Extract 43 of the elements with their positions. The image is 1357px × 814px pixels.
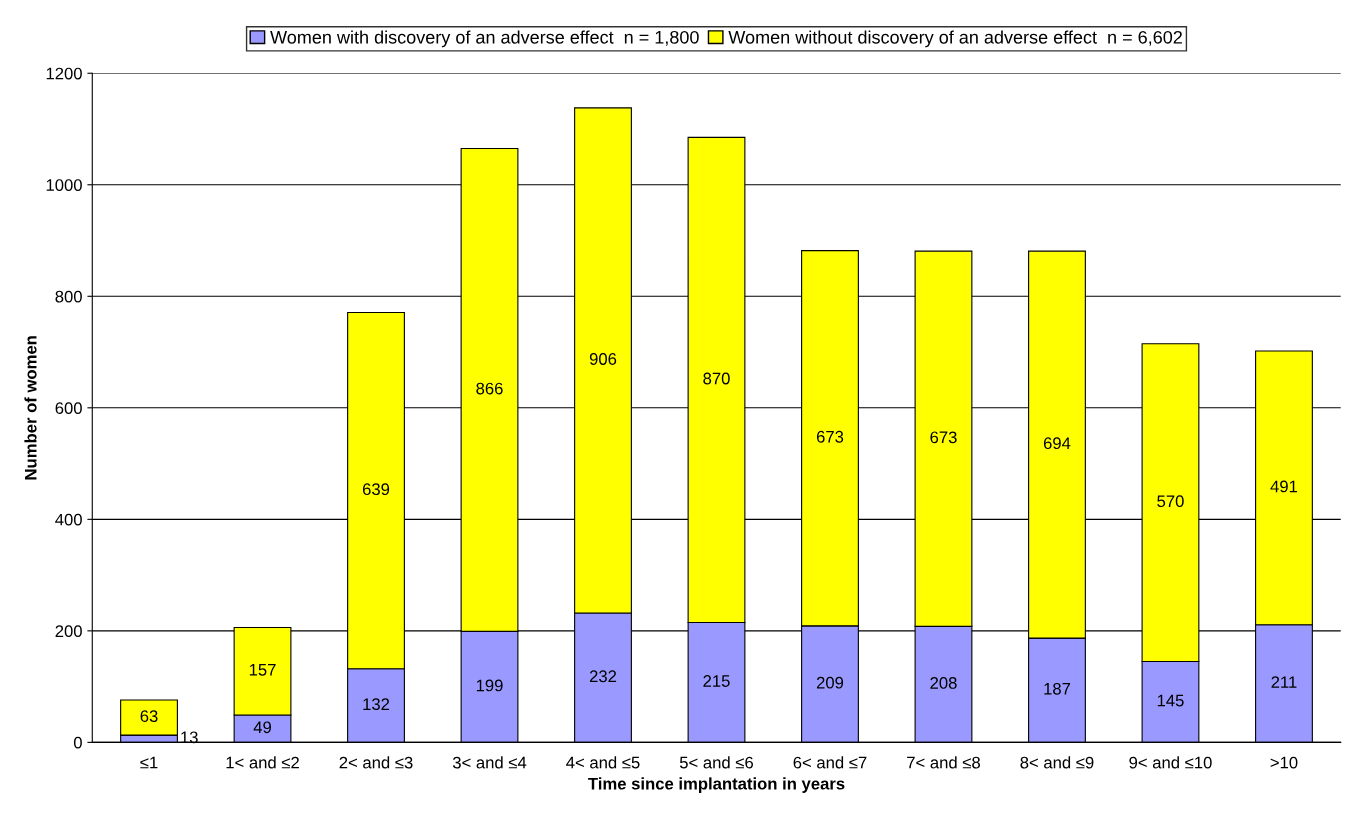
data-label: 215 [703,675,730,687]
x-tick-label: ≤1 [140,756,158,769]
y-tick-label: 1200 [46,67,82,80]
data-label: 145 [1157,694,1184,707]
legend-label: Women without discovery of an adverse effect n = 6,602 [728,30,1182,48]
y-tick-label: 0 [73,736,82,749]
data-label: 132 [363,698,390,711]
y-tick-label: 600 [55,402,82,415]
data-label: 187 [1044,682,1071,695]
x-tick-label: 8< and ≤9 [1020,756,1094,769]
x-tick-label: 3< and ≤4 [452,756,527,769]
data-label: 870 [703,372,730,385]
x-tick-label: 1< and ≤2 [226,756,299,769]
data-label: 211 [1271,676,1297,688]
data-label: 209 [816,676,844,689]
data-label: 673 [816,430,844,443]
data-label: 639 [362,483,390,496]
x-tick-label: 7< and ≤8 [907,756,981,769]
y-tick-label: 400 [55,513,82,526]
data-label: 866 [476,382,503,395]
data-label: 157 [249,664,276,676]
legend-label: Women with discovery of an adverse effect n = 1,800 [270,30,699,48]
data-label: 491 [1270,480,1298,493]
data-label: 694 [1043,437,1071,450]
y-tick-label: 200 [55,625,82,638]
data-label: 906 [589,353,617,365]
x-tick-label: 6< and ≤7 [793,756,867,769]
x-tick-label: 2< and ≤3 [339,756,413,769]
data-label: 570 [1157,495,1184,508]
y-tick-label: 1000 [46,179,82,191]
data-label: 63 [140,710,158,723]
data-label: 208 [930,677,957,689]
data-label: 49 [253,721,271,734]
x-tick-label: 9< and ≤10 [1129,756,1212,769]
data-label: 673 [930,431,957,444]
y-tick-label: 800 [55,290,82,303]
data-label: 232 [589,670,617,683]
x-tick-label: >10 [1270,756,1298,769]
x-tick-label: 5< and ≤6 [679,756,754,769]
y-axis-title: Number of women [24,336,37,480]
x-tick-label: 4< and ≤5 [566,756,640,769]
x-axis-title: Time since implantation in years [588,777,845,793]
data-label: 199 [476,679,503,692]
